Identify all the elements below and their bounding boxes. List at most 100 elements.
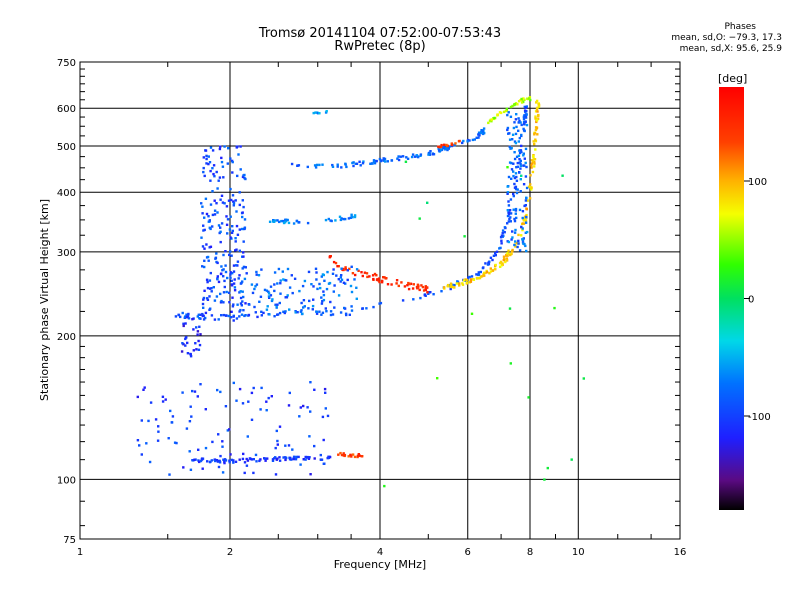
echo-point: [449, 285, 453, 289]
echo-point: [324, 307, 327, 310]
echo-point: [522, 218, 526, 221]
echo-point: [264, 459, 267, 462]
echo-point: [315, 271, 318, 274]
echo-point: [282, 278, 285, 281]
echo-point: [298, 415, 301, 418]
echo-point: [347, 455, 350, 458]
echo-point: [534, 117, 537, 120]
echo-point: [352, 161, 355, 164]
echo-point: [259, 458, 262, 461]
echo-point: [231, 160, 234, 164]
echo-point: [287, 404, 291, 407]
echo-point: [221, 440, 224, 443]
echo-point: [366, 275, 369, 279]
echo-point: [259, 295, 263, 298]
echo-point: [525, 105, 528, 108]
echo-point: [211, 213, 215, 217]
echo-point: [348, 313, 351, 316]
echo-point: [236, 233, 240, 236]
echo-point: [322, 290, 325, 293]
echo-point: [201, 212, 204, 215]
echo-point: [213, 209, 217, 212]
echo-point: [533, 162, 536, 165]
echo-point: [302, 404, 305, 408]
echo-point: [274, 219, 277, 222]
echo-point: [225, 290, 228, 294]
echo-point: [336, 265, 339, 268]
echo-point: [230, 254, 233, 257]
echo-point: [220, 156, 223, 160]
echo-point: [521, 241, 525, 244]
echo-point: [223, 461, 226, 465]
echo-point: [229, 271, 232, 274]
echo-point: [455, 282, 458, 285]
echo-point: [231, 272, 234, 275]
echo-point: [406, 284, 409, 287]
echo-point: [307, 457, 311, 460]
echo-point: [314, 111, 317, 114]
echo-point: [514, 172, 518, 175]
echo-point: [230, 231, 234, 234]
echo-point: [202, 166, 205, 170]
echo-point: [453, 286, 456, 289]
echo-point: [244, 302, 247, 305]
echo-point: [363, 271, 367, 274]
echo-point: [477, 271, 480, 274]
echo-point: [140, 419, 143, 422]
echo-point: [319, 458, 322, 461]
echo-point: [458, 282, 461, 285]
echo-point: [239, 296, 243, 300]
echo-point: [520, 225, 523, 229]
echo-point: [509, 212, 513, 215]
echo-point: [217, 280, 221, 284]
echo-point: [515, 179, 519, 182]
echo-point: [185, 336, 188, 339]
echo-point: [232, 282, 236, 285]
echo-point: [323, 387, 327, 391]
echo-point: [221, 165, 225, 168]
echo-point: [479, 270, 482, 274]
echo-point: [499, 246, 502, 250]
echo-point: [323, 279, 326, 282]
echo-point: [198, 325, 201, 328]
echo-point: [228, 228, 232, 231]
echo-point: [517, 239, 520, 243]
echo-point: [419, 154, 422, 157]
echo-point: [512, 194, 515, 198]
echo-point: [494, 263, 497, 267]
echo-point: [421, 285, 425, 289]
echo-point: [516, 103, 519, 106]
echo-point: [344, 312, 348, 315]
echo-point: [250, 283, 254, 286]
echo-point: [407, 281, 410, 285]
echo-point: [506, 113, 509, 117]
echo-point: [206, 255, 210, 259]
echo-point: [202, 318, 206, 321]
echo-point: [218, 459, 221, 463]
echo-point: [489, 256, 493, 259]
echo-point: [509, 253, 512, 257]
echo-point: [406, 157, 410, 160]
echo-point: [221, 471, 225, 474]
echo-point: [232, 200, 235, 203]
echo-point: [537, 105, 541, 108]
echo-point: [255, 270, 258, 274]
echo-point: [297, 164, 301, 167]
echo-point: [308, 456, 311, 459]
echo-point: [521, 227, 524, 230]
echo-point: [334, 261, 338, 265]
echo-point: [239, 290, 242, 293]
chart-title: Tromsø 20141104 07:52:00-07:53:43: [258, 26, 502, 41]
echo-point: [301, 284, 305, 288]
echo-point: [232, 270, 236, 273]
echo-point: [206, 460, 209, 463]
echo-point: [512, 208, 515, 211]
echo-point: [325, 287, 329, 291]
echo-point: [397, 284, 400, 288]
echo-point: [241, 227, 244, 231]
echo-point: [466, 278, 469, 282]
echo-point: [243, 277, 247, 281]
echo-point: [232, 204, 235, 207]
echo-point: [224, 459, 228, 462]
echo-point: [534, 139, 538, 143]
